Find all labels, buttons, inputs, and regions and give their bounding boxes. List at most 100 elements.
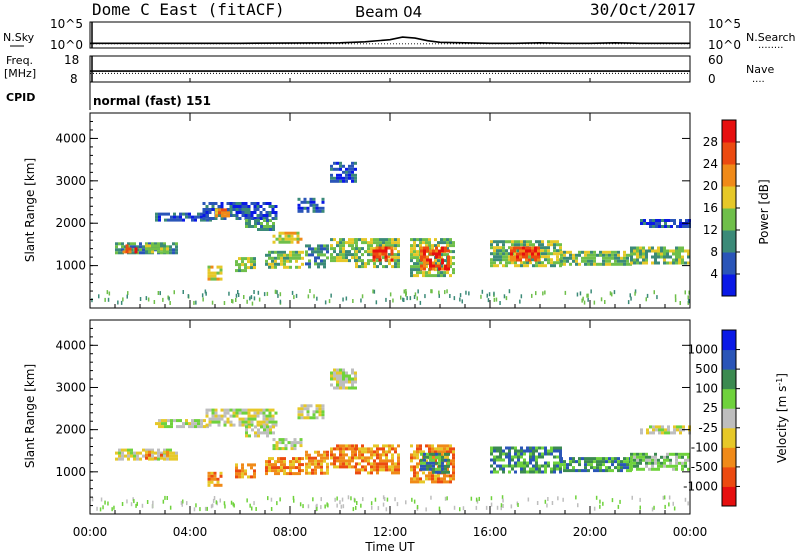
power-patch: [330, 161, 357, 183]
x-axis-ticks: 00:00 04:00 08:00 12:00 16:00 20:00 00:00: [73, 78, 708, 539]
station-title: Dome C East (fitACF): [92, 0, 285, 19]
x-tick-label: 12:00: [373, 525, 408, 539]
colorbar-segment: [722, 427, 736, 448]
colorbar-segment: [722, 330, 736, 351]
velocity-patch: [207, 471, 223, 487]
x-tick-label: 08:00: [273, 525, 308, 539]
velocity-panel: 1000 2000 3000 4000 Slant Range [km] 1000 50…: [23, 319, 789, 515]
velocity-near-range-speckle: [91, 495, 689, 512]
power-patch: [560, 250, 632, 266]
velocity-patch: [640, 425, 691, 435]
velocity-patch: [205, 408, 278, 427]
power-colorbar-label: Power [dB]: [757, 179, 771, 244]
noise-strip-frame: [89, 21, 691, 49]
velocity-ylabel: Slant Range [km]: [23, 364, 37, 468]
power-colorbar: 28 24 20 16 12 8 4: [703, 119, 740, 297]
power-frame: [89, 112, 691, 309]
velocity-patch: [245, 425, 275, 438]
x-axis-label: Time UT: [364, 540, 415, 554]
colorbar-segment: [722, 274, 736, 297]
velocity-patch: [265, 457, 304, 476]
power-patch: [630, 246, 690, 265]
y-tick-label: 2000: [55, 216, 86, 230]
velocity-patch: [490, 446, 562, 474]
velocity-colorbar: 1000 500 100 25 -25 -100 -500 -1000: [683, 329, 740, 507]
power-patch: [265, 250, 304, 269]
freq-left-tick-top: 18: [64, 53, 79, 67]
colorbar-segment: [722, 369, 736, 390]
freq-right-tick-bottom: 0: [708, 72, 716, 86]
colorbar-tick-label: 20: [703, 179, 718, 193]
noise-line-n-sky: [90, 36, 690, 45]
y-tick-label: 3000: [55, 380, 86, 394]
nsearch-label: N.Search: [746, 31, 796, 44]
nsky-label: N.Sky: [3, 31, 35, 44]
velocity-patch: [272, 438, 303, 451]
cpid-label: CPID: [6, 91, 35, 104]
colorbar-tick-label: 16: [703, 201, 718, 215]
colorbar-tick-label: 500: [695, 362, 718, 376]
colorbar-tick-label: 4: [710, 267, 718, 281]
velocity-marks: [91, 368, 691, 512]
velocity-patch: [560, 457, 632, 473]
power-patch: [155, 212, 212, 222]
velocity-yticks: 1000 2000 3000 4000: [55, 319, 690, 515]
colorbar-tick-label: -500: [691, 460, 718, 474]
freq-label-line1: Freq.: [6, 54, 33, 67]
power-patch: [202, 202, 278, 220]
velocity-patch: [420, 452, 450, 474]
freq-right-tick-top: 60: [708, 53, 723, 67]
power-near-range-speckle: [91, 289, 690, 306]
colorbar-tick-label: 24: [703, 157, 718, 171]
x-tick-label: 16:00: [473, 525, 508, 539]
velocity-patch: [145, 450, 169, 460]
noise-left-tick-top: 10^5: [50, 17, 83, 31]
date-title: 30/Oct/2017: [590, 0, 696, 19]
nsearch-dots: ........: [758, 40, 783, 51]
noise-right-tick-top: 10^5: [708, 17, 741, 31]
velocity-patch: [235, 463, 256, 479]
power-patch: [305, 244, 329, 269]
y-tick-label: 2000: [55, 423, 86, 437]
power-patch: [420, 246, 450, 271]
x-tick-label: 00:00: [673, 525, 708, 539]
power-patch: [272, 231, 303, 244]
x-tick-label: 04:00: [173, 525, 208, 539]
nave-label: Nave: [746, 63, 774, 76]
velocity-patch: [330, 368, 357, 390]
velocity-patch: [297, 404, 325, 420]
colorbar-tick-label: -100: [691, 440, 718, 454]
x-tick-label: 20:00: [573, 525, 608, 539]
y-tick-label: 1000: [55, 465, 86, 479]
colorbar-segment: [722, 466, 736, 487]
colorbar-segment: [722, 388, 736, 409]
colorbar-segment: [722, 186, 736, 209]
y-tick-label: 4000: [55, 131, 86, 145]
velocity-patch: [305, 450, 329, 475]
noise-left-tick-bottom: 10^0: [50, 38, 83, 52]
y-tick-label: 4000: [55, 338, 86, 352]
colorbar-segment: [722, 349, 736, 370]
power-patch: [245, 219, 275, 231]
colorbar-segment: [722, 486, 736, 507]
colorbar-tick-label: -25: [698, 421, 718, 435]
power-ylabel: Slant Range [km]: [23, 158, 37, 262]
colorbar-tick-label: 1000: [687, 343, 718, 357]
power-patch: [510, 246, 540, 262]
colorbar-segment: [722, 120, 736, 143]
cpid-text: normal (fast) 151: [93, 94, 211, 108]
x-tick-label: 00:00: [73, 525, 108, 539]
power-panel: 1000 2000 3000 4000 Slant Range [km] 28 24 20…: [23, 112, 771, 309]
colorbar-segment: [722, 447, 736, 468]
colorbar-tick-label: 12: [703, 223, 718, 237]
noise-strip: 10^5 10^0 10^5 10^0 N.Sky N.Search .....…: [3, 17, 796, 52]
colorbar-segment: [722, 408, 736, 429]
y-tick-label: 1000: [55, 259, 86, 273]
velocity-patch: [155, 419, 212, 429]
power-patch: [207, 265, 223, 281]
power-patch: [297, 197, 325, 213]
power-patch: [330, 238, 357, 263]
colorbar-segment: [722, 142, 736, 165]
power-marks: [91, 161, 691, 306]
